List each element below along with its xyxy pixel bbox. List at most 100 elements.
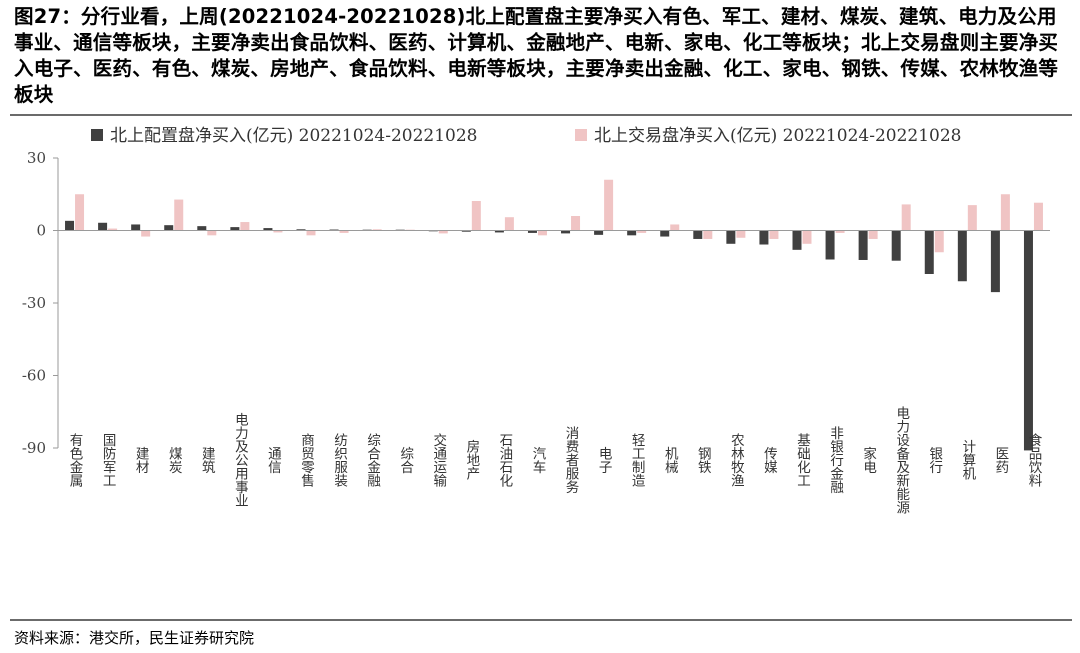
x-category-label: 电力及公用事业 xyxy=(232,413,249,508)
bar-trading-3 xyxy=(174,199,184,231)
bar-trading-16 xyxy=(604,179,614,231)
legend-label-allocation: 北上配置盘净买入(亿元) 20221024-20221028 xyxy=(110,126,477,146)
bar-allocation-4 xyxy=(197,226,207,231)
bar-chart: 北上配置盘净买入(亿元) 20221024-20221028 北上交易盘净买入(… xyxy=(22,126,1050,515)
bar-trading-12 xyxy=(471,201,481,231)
x-category-label: 机械 xyxy=(662,446,679,474)
chart-title: 图27：分行业看，上周(20221024-20221028)北上配置盘主要净买入… xyxy=(14,5,1059,106)
bar-trading-21 xyxy=(769,230,779,239)
x-category-label: 医药 xyxy=(992,447,1009,474)
x-category-label: 轻工制造 xyxy=(629,433,646,489)
x-category-label: 基础化工 xyxy=(794,432,811,487)
x-category-label: 电子 xyxy=(596,446,613,474)
bar-trading-24 xyxy=(868,230,878,239)
bar-trading-4 xyxy=(207,230,217,236)
y-tick-label: 0 xyxy=(36,222,46,240)
bar-allocation-25 xyxy=(891,230,901,261)
y-axis: 30 0 -30 -60 -90 xyxy=(22,149,59,457)
bar-allocation-20 xyxy=(726,230,736,244)
x-category-label: 家电 xyxy=(860,445,877,474)
bar-allocation-23 xyxy=(825,230,835,260)
bar-allocation-2 xyxy=(131,224,141,231)
legend-swatch-trading xyxy=(575,129,587,141)
x-category-label: 消费者服务 xyxy=(563,426,580,494)
bar-allocation-26 xyxy=(924,230,934,274)
x-category-label: 电力设备及新能源 xyxy=(893,406,910,515)
bar-trading-5 xyxy=(240,222,250,231)
bar-trading-15 xyxy=(571,216,581,231)
x-category-label: 食品饮料 xyxy=(1025,432,1042,488)
x-category-label: 有色金属 xyxy=(67,433,84,488)
x-category-label: 房地产 xyxy=(463,440,480,482)
y-tick-label: -60 xyxy=(22,367,46,385)
bar-trading-23 xyxy=(835,230,845,233)
x-category-label: 通信 xyxy=(265,446,282,474)
x-category-label: 传媒 xyxy=(761,446,778,474)
x-category-label: 纺织服装 xyxy=(331,433,348,488)
y-tick-label: -90 xyxy=(22,439,46,457)
bar-trading-7 xyxy=(306,230,316,236)
legend-label-trading: 北上交易盘净买入(亿元) 20221024-20221028 xyxy=(594,126,961,146)
x-category-label: 农林牧渔 xyxy=(728,433,745,488)
bar-allocation-24 xyxy=(858,230,868,260)
bar-allocation-1 xyxy=(98,222,108,231)
bar-allocation-29 xyxy=(1023,230,1033,451)
bar-allocation-0 xyxy=(65,220,75,231)
bar-trading-0 xyxy=(75,194,85,231)
bar-trading-14 xyxy=(537,230,547,236)
bar-allocation-14 xyxy=(527,230,537,233)
x-category-label: 综合 xyxy=(397,446,414,474)
y-tick-label: -30 xyxy=(22,294,46,312)
x-category-label: 钢铁 xyxy=(695,446,712,474)
x-category-label: 计算机 xyxy=(959,440,976,482)
legend-swatch-allocation xyxy=(91,129,103,141)
bar-trading-2 xyxy=(141,230,151,237)
bar-trading-1 xyxy=(108,228,118,231)
bar-trading-25 xyxy=(901,204,911,231)
bar-trading-19 xyxy=(703,230,713,239)
x-category-label: 交通运输 xyxy=(430,432,447,488)
bar-allocation-19 xyxy=(693,230,703,239)
x-category-label: 石油石化 xyxy=(496,433,513,488)
bars xyxy=(65,179,1043,451)
bar-allocation-22 xyxy=(792,230,802,250)
bar-trading-28 xyxy=(1000,194,1010,231)
bar-trading-9 xyxy=(372,229,382,231)
x-axis: 有色金属 国防军工 建材 煤炭 建筑 电力及公用事业 通信 商贸零售 纺织服装 综合金融 综合 交通运… xyxy=(58,230,1050,515)
x-category-label: 国防军工 xyxy=(100,433,117,487)
bar-allocation-18 xyxy=(660,230,670,237)
bar-trading-8 xyxy=(339,230,349,233)
bar-allocation-5 xyxy=(230,227,240,231)
bar-trading-20 xyxy=(736,230,746,238)
x-category-label: 建材 xyxy=(133,446,150,474)
bar-allocation-27 xyxy=(957,230,967,282)
bar-trading-11 xyxy=(438,230,448,234)
x-category-label: 商贸零售 xyxy=(298,433,315,488)
bar-allocation-7 xyxy=(296,229,306,231)
bar-trading-17 xyxy=(637,230,647,233)
bar-allocation-28 xyxy=(990,230,1000,293)
bar-allocation-17 xyxy=(627,230,637,236)
y-tick-label: 30 xyxy=(27,149,46,167)
bar-allocation-6 xyxy=(263,228,273,231)
bar-trading-29 xyxy=(1033,202,1043,231)
bar-allocation-3 xyxy=(164,225,174,231)
bar-allocation-13 xyxy=(494,230,504,233)
bar-allocation-21 xyxy=(759,230,769,245)
x-category-label: 非银行金融 xyxy=(827,426,844,494)
x-category-label: 煤炭 xyxy=(166,446,183,474)
bar-allocation-15 xyxy=(561,230,571,234)
bar-allocation-16 xyxy=(594,230,604,235)
x-category-label: 建筑 xyxy=(199,446,216,475)
legend: 北上配置盘净买入(亿元) 20221024-20221028 北上交易盘净买入(… xyxy=(91,126,961,146)
bottom-rule xyxy=(10,619,1072,621)
bar-trading-18 xyxy=(670,224,680,231)
bar-trading-26 xyxy=(934,230,944,253)
bar-allocation-12 xyxy=(461,230,471,232)
bar-trading-22 xyxy=(802,230,812,244)
bar-trading-6 xyxy=(273,230,283,233)
x-category-label: 银行 xyxy=(926,446,943,475)
bar-trading-27 xyxy=(967,205,977,231)
x-category-label: 综合金融 xyxy=(364,433,381,488)
top-rule xyxy=(10,114,1072,116)
